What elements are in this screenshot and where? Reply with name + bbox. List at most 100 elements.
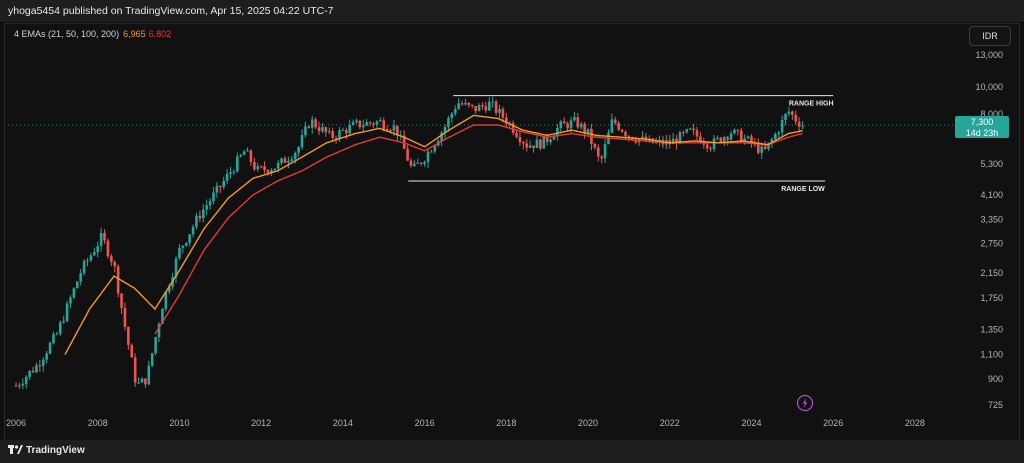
candle-body: [348, 124, 351, 134]
candle-body: [86, 260, 89, 262]
candle-body: [392, 125, 396, 131]
candle-body: [137, 382, 140, 384]
candle-body: [283, 158, 287, 163]
candle-body: [229, 172, 232, 174]
candle-body: [477, 105, 481, 112]
candle-body: [249, 150, 253, 163]
last-price-tag: 7,300 14d 23h: [955, 116, 1009, 138]
candle-body: [232, 171, 236, 173]
candle-body: [430, 151, 433, 153]
candle-body: [780, 119, 784, 133]
candle-body: [617, 122, 620, 130]
candle-body: [338, 130, 341, 139]
lightning-icon: [796, 394, 814, 412]
candle-body: [116, 266, 120, 294]
candle-body: [525, 143, 529, 148]
x-tick-label: 2010: [169, 418, 189, 428]
indicator-legend[interactable]: 4 EMAs (21, 50, 100, 200) 6,965 6,802: [14, 29, 171, 39]
candle-body: [797, 121, 801, 127]
candle-body: [304, 126, 307, 136]
candle-body: [603, 144, 607, 159]
candle-body: [440, 132, 443, 142]
candle-body: [423, 162, 426, 164]
currency-button[interactable]: IDR: [969, 26, 1011, 46]
candle-body: [566, 123, 569, 129]
candle-body: [620, 129, 624, 132]
candle-body: [38, 365, 42, 367]
candle-body: [586, 128, 590, 134]
candle-body: [113, 261, 117, 267]
chart-frame: [4, 23, 1020, 441]
candle-body: [494, 101, 498, 113]
candle-body: [593, 144, 597, 148]
candle-body: [287, 160, 290, 163]
candle-body: [385, 128, 389, 131]
candle-body: [522, 142, 525, 144]
candle-body: [362, 125, 365, 128]
x-tick-label: 2008: [88, 418, 108, 428]
y-tick-label: 4,100: [980, 190, 1003, 200]
x-tick-label: 2014: [333, 418, 353, 428]
candle-body: [379, 120, 382, 122]
candle-body: [573, 117, 576, 121]
y-tick-label: 13,000: [975, 50, 1003, 60]
candle-body: [89, 255, 93, 261]
candle-body: [624, 131, 627, 136]
candle-body: [671, 138, 675, 144]
y-tick-label: 900: [988, 374, 1003, 384]
candle-body: [443, 127, 447, 133]
candle-body: [256, 166, 260, 170]
candle-body: [447, 118, 450, 128]
candle-body: [716, 137, 719, 139]
x-tick-label: 2016: [415, 418, 435, 428]
candle-body: [225, 173, 229, 181]
tradingview-brand[interactable]: TradingView: [8, 445, 85, 456]
candle-body: [542, 136, 546, 149]
candle-body: [154, 337, 157, 354]
candle-body: [96, 246, 100, 253]
x-tick-label: 2028: [905, 418, 925, 428]
candle-body: [433, 145, 437, 152]
candle-body: [212, 192, 215, 202]
candle-body: [93, 252, 96, 256]
candle-body: [409, 160, 413, 166]
candle-body: [556, 127, 559, 137]
candle-body: [552, 136, 556, 140]
candle-body: [82, 261, 86, 274]
candle-body: [75, 281, 79, 289]
candle-body: [293, 152, 297, 160]
candle-body: [157, 323, 161, 338]
candle-body: [290, 159, 294, 161]
candle-body: [705, 144, 709, 149]
x-tick-label: 2022: [660, 418, 680, 428]
candle-body: [484, 106, 488, 111]
candle-body: [682, 132, 685, 134]
candle-body: [178, 247, 181, 259]
candle-body: [396, 125, 399, 136]
candle-body: [532, 145, 535, 149]
candle-body: [341, 129, 345, 131]
candle-body: [355, 120, 358, 123]
candle-body: [307, 126, 311, 128]
y-tick-label: 8,000: [980, 109, 1003, 119]
candle-body: [31, 370, 35, 373]
candle-body: [263, 166, 266, 171]
candle-body: [372, 123, 375, 125]
candle-body: [120, 293, 123, 308]
candle-body: [45, 353, 48, 360]
candle-body: [181, 245, 185, 248]
candle-body: [198, 215, 202, 219]
candle-body: [215, 185, 219, 193]
candle-body: [358, 120, 362, 128]
candle-body: [729, 133, 733, 140]
candle-body: [453, 109, 457, 114]
candle-body: [266, 170, 270, 173]
candle-body: [726, 137, 729, 140]
brand-label: TradingView: [26, 445, 85, 456]
candle-body: [634, 140, 638, 143]
candle-body: [327, 131, 331, 133]
candle-body: [668, 140, 672, 144]
candle-body: [219, 185, 222, 188]
candle-body: [733, 129, 736, 134]
